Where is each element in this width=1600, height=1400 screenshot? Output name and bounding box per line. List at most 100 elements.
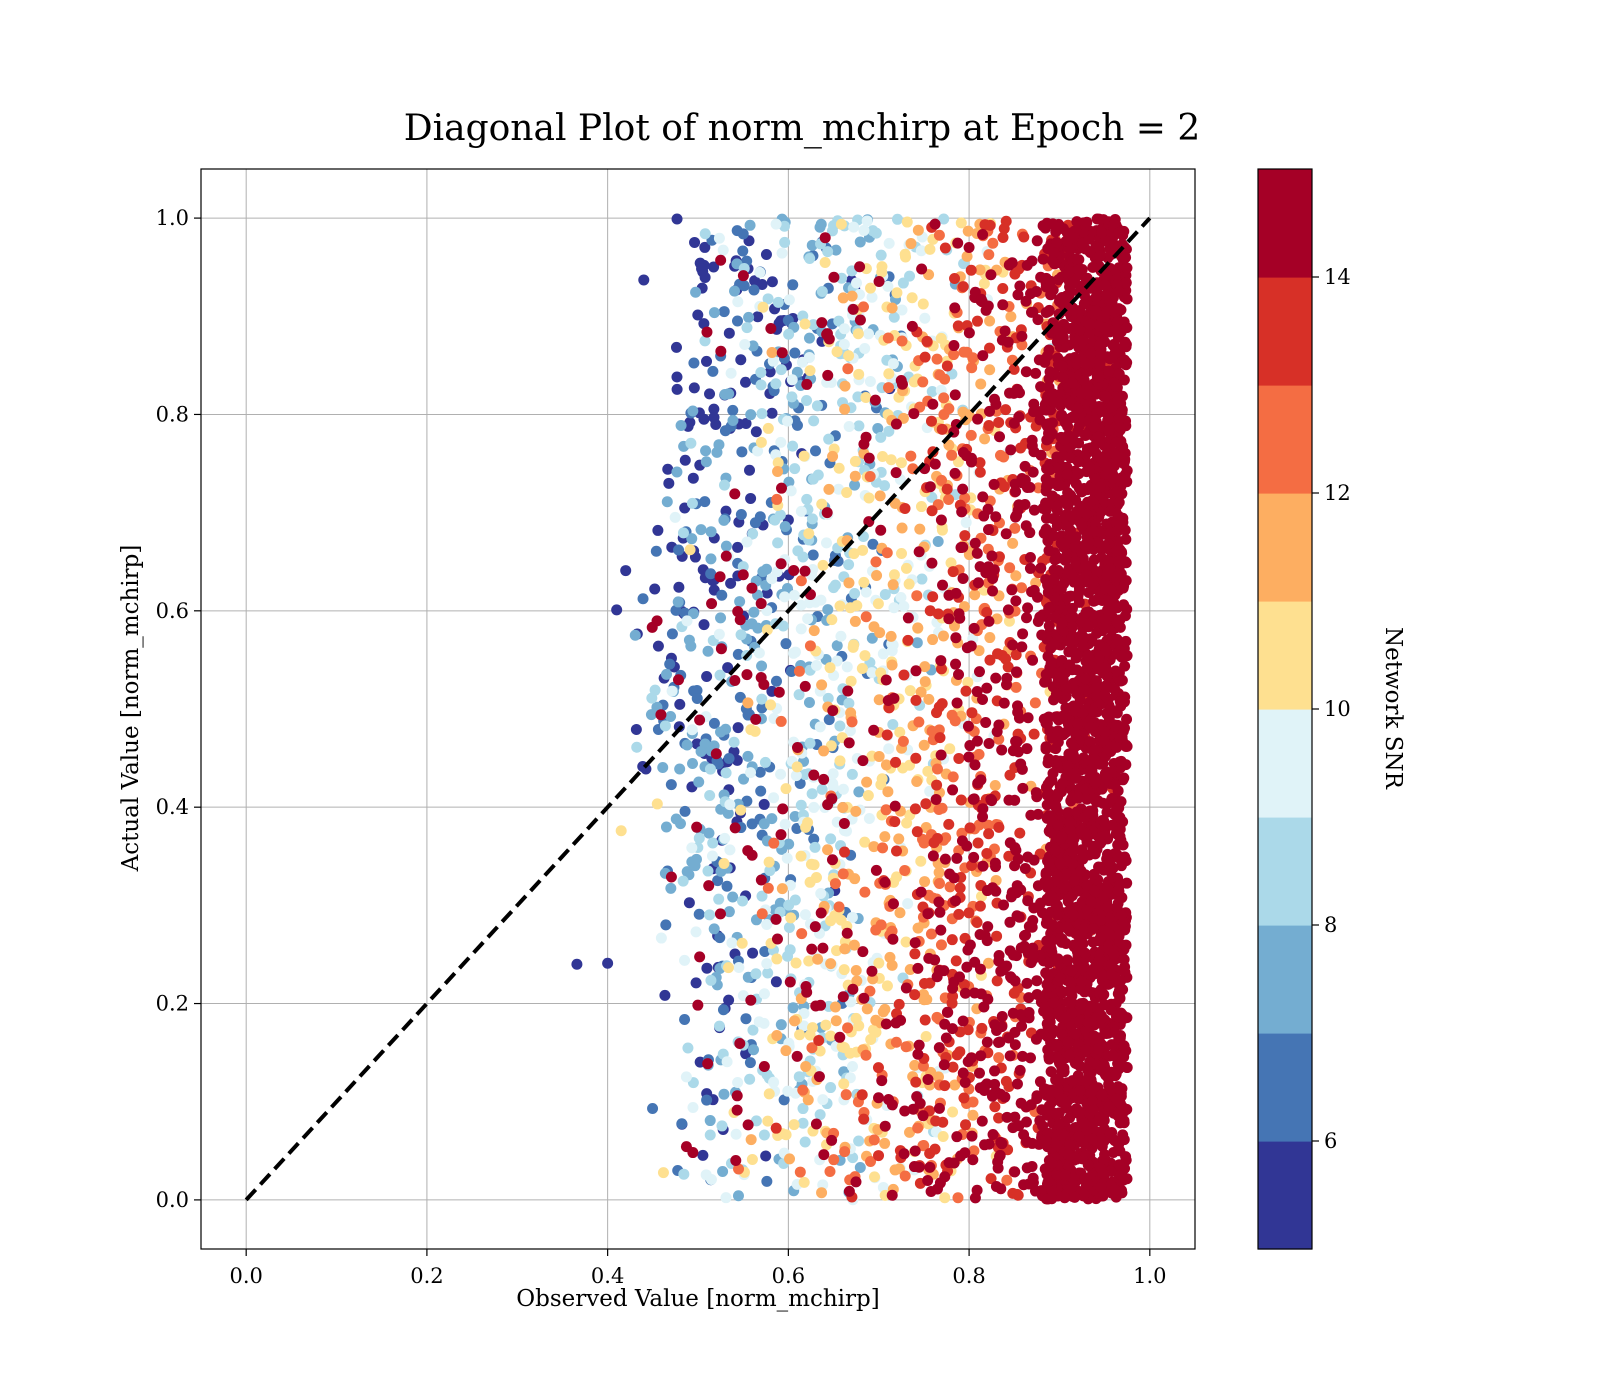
data-point — [821, 328, 833, 340]
data-point — [984, 654, 996, 666]
data-point — [1016, 641, 1028, 653]
data-point — [874, 490, 886, 502]
data-point — [909, 803, 921, 815]
data-point — [1078, 632, 1090, 644]
data-point — [995, 1136, 1007, 1148]
data-point — [1099, 289, 1111, 301]
data-point — [730, 1128, 742, 1140]
data-point — [919, 676, 931, 688]
data-point — [924, 481, 936, 493]
data-point — [1070, 253, 1082, 265]
data-point — [952, 1192, 964, 1204]
data-point — [1016, 763, 1028, 775]
data-point — [814, 721, 826, 733]
data-point — [711, 446, 723, 458]
data-point — [718, 306, 730, 318]
data-point — [868, 724, 880, 736]
data-point — [833, 901, 845, 913]
data-point — [817, 1094, 829, 1106]
data-point — [981, 606, 993, 618]
data-point — [850, 1012, 862, 1024]
data-point — [758, 1129, 770, 1141]
data-point — [775, 436, 787, 448]
data-point — [781, 852, 793, 864]
data-point — [739, 339, 751, 351]
data-point — [691, 684, 703, 696]
data-point — [843, 1185, 855, 1197]
data-point — [744, 464, 756, 476]
data-point — [1014, 827, 1026, 839]
data-point — [1090, 305, 1102, 317]
data-point — [657, 762, 669, 774]
data-point — [898, 669, 910, 681]
data-point — [985, 1173, 997, 1185]
data-point — [1040, 523, 1052, 535]
data-point — [950, 955, 962, 967]
data-point — [967, 1096, 979, 1108]
data-point — [967, 793, 979, 805]
data-point — [846, 911, 858, 923]
data-point — [897, 735, 909, 747]
data-point — [765, 699, 777, 711]
data-point — [791, 419, 803, 431]
data-point — [715, 345, 727, 357]
data-point — [1067, 909, 1079, 921]
data-point — [660, 919, 672, 931]
data-point — [997, 964, 1009, 976]
data-point — [845, 675, 857, 687]
data-point — [1099, 726, 1111, 738]
data-point — [973, 748, 985, 760]
data-point — [666, 685, 678, 697]
data-point — [746, 582, 758, 594]
data-point — [1120, 359, 1132, 371]
data-point — [1031, 1093, 1043, 1105]
data-point — [949, 389, 961, 401]
data-point — [775, 768, 787, 780]
data-point — [665, 711, 677, 723]
data-point — [947, 566, 959, 578]
data-point — [1043, 602, 1055, 614]
data-point — [1025, 809, 1037, 821]
data-point — [770, 976, 782, 988]
data-point — [764, 865, 776, 877]
data-point — [986, 795, 998, 807]
data-point — [899, 502, 911, 514]
data-point — [1021, 1162, 1033, 1174]
data-point — [908, 408, 920, 420]
data-point — [718, 1088, 730, 1100]
data-point — [1010, 595, 1022, 607]
data-point — [814, 221, 826, 233]
data-point — [756, 408, 768, 420]
data-point — [759, 945, 771, 957]
data-point — [760, 248, 772, 260]
data-point — [1120, 939, 1132, 951]
data-point — [665, 779, 677, 791]
data-point — [968, 851, 980, 863]
data-point — [935, 514, 947, 526]
data-point — [946, 934, 958, 946]
data-point — [808, 769, 820, 781]
data-point — [799, 318, 811, 330]
data-point — [801, 493, 813, 505]
data-point — [1018, 231, 1030, 243]
data-point — [1013, 1120, 1025, 1132]
data-point — [661, 668, 673, 680]
data-point — [729, 822, 741, 834]
data-point — [725, 367, 737, 379]
data-point — [863, 452, 875, 464]
data-point — [1011, 1078, 1023, 1090]
data-point — [948, 1157, 960, 1169]
data-point — [1099, 614, 1111, 626]
data-point — [853, 420, 865, 432]
data-point — [722, 962, 734, 974]
data-point — [797, 1103, 809, 1115]
data-point — [850, 964, 862, 976]
data-point — [767, 355, 779, 367]
data-point — [752, 622, 764, 634]
data-point — [1078, 1117, 1090, 1129]
data-point — [939, 1192, 951, 1204]
data-point — [977, 228, 989, 240]
data-point — [1052, 953, 1064, 965]
data-point — [747, 528, 759, 540]
data-point — [687, 405, 699, 417]
